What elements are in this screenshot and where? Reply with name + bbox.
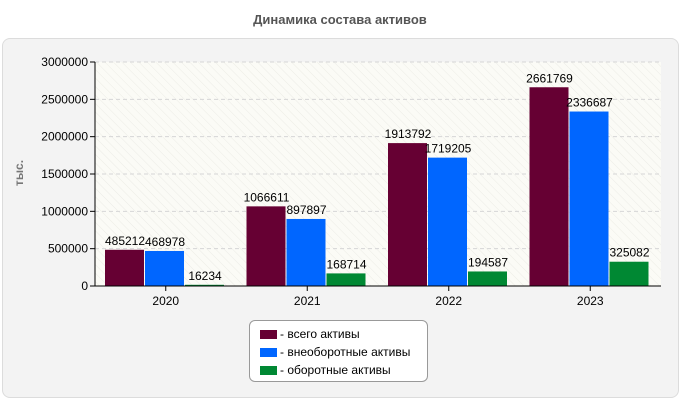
bar	[428, 157, 467, 286]
x-tick-label: 2021	[294, 294, 321, 308]
legend-label-current-assets: - оборотные активы	[280, 363, 391, 377]
bar	[609, 261, 649, 286]
y-tick-label: 2000000	[41, 130, 88, 144]
bar	[326, 273, 366, 286]
legend-item-current-assets: - оборотные активы	[250, 361, 427, 379]
legend: - всего активы - внеоборотные активы - о…	[249, 320, 428, 382]
legend-swatch-noncurrent-assets	[260, 347, 277, 357]
bar	[105, 249, 144, 286]
legend-item-total-assets: - всего активы	[250, 325, 427, 343]
data-label: 897897	[286, 203, 326, 217]
legend-item-noncurrent-assets: - внеоборотные активы	[250, 343, 427, 361]
bar	[569, 111, 609, 286]
data-label: 485212	[105, 234, 145, 248]
y-tick-label: 3000000	[41, 55, 88, 69]
legend-swatch-current-assets	[260, 365, 277, 375]
data-label: 2336687	[566, 96, 613, 110]
bar	[529, 87, 569, 286]
bar	[286, 218, 326, 286]
bar	[468, 271, 507, 286]
x-tick-label: 2023	[577, 294, 604, 308]
bar	[145, 250, 184, 286]
data-label: 1913792	[385, 127, 432, 141]
legend-label-noncurrent-assets: - внеоборотные активы	[280, 345, 411, 359]
data-label: 194587	[468, 255, 508, 269]
data-label: 168714	[326, 257, 366, 271]
y-axis-label: тыс.	[12, 160, 26, 186]
y-tick-label: 500000	[48, 242, 88, 256]
data-label: 1066611	[244, 190, 290, 204]
data-label: 1719205	[425, 142, 472, 156]
chart-title: Динамика состава активов	[253, 12, 427, 27]
data-label: 2661769	[526, 71, 573, 85]
data-label: 468978	[145, 235, 185, 249]
x-tick-label: 2020	[152, 294, 179, 308]
y-tick-label: 2500000	[41, 92, 88, 106]
bars	[105, 87, 649, 286]
axes: 0 500000 1000000 1500000 2000000 2500000 30000…	[41, 55, 661, 308]
bar	[246, 206, 286, 286]
x-tick-label: 2022	[435, 294, 462, 308]
data-label: 325082	[609, 246, 649, 260]
bar	[185, 284, 224, 286]
legend-swatch-total-assets	[260, 329, 277, 339]
y-tick-label: 0	[81, 279, 88, 293]
y-tick-label: 1500000	[41, 167, 88, 181]
y-tick-label: 1000000	[41, 204, 88, 218]
legend-label-total-assets: - всего активы	[280, 327, 360, 341]
data-label: 16234	[188, 269, 222, 283]
bar	[388, 143, 427, 286]
